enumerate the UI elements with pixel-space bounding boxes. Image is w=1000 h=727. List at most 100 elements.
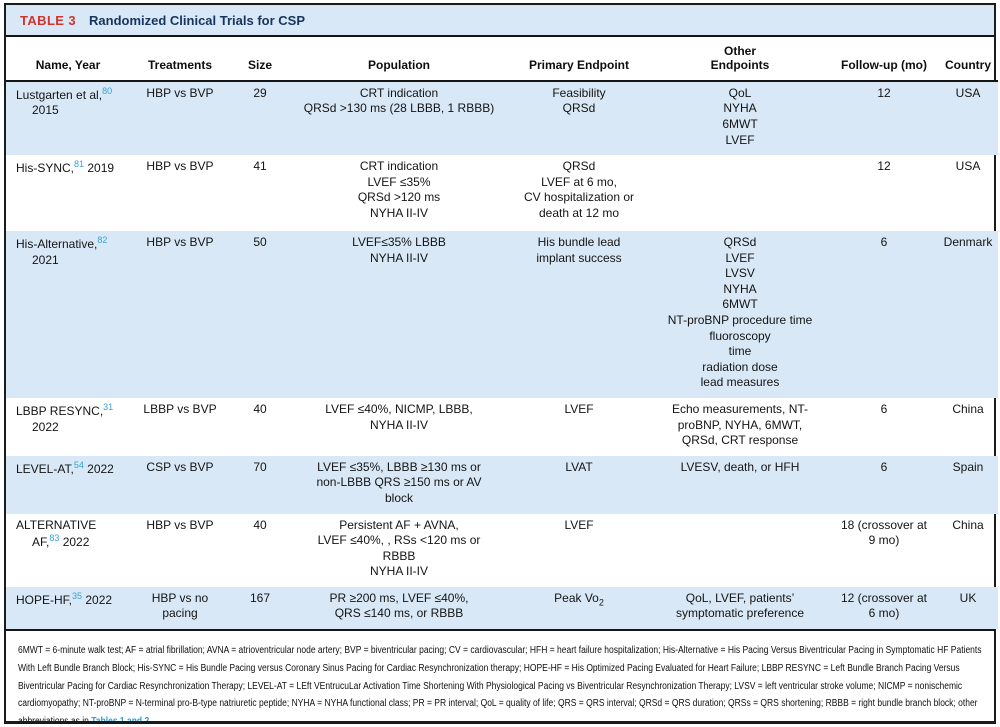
cell-population: LVEF ≤40%, NICMP, LBBB, NYHA II-IV xyxy=(325,401,473,432)
col-header-name-year: Name, Year xyxy=(6,37,130,82)
cell-followup: 6 xyxy=(880,235,888,250)
cell-treatments: HBP vs BVP xyxy=(146,159,214,174)
cell-other-endpoints: QoL, LVEF, patients’ symptomatic prefere… xyxy=(675,590,805,621)
footnote-tables-link[interactable]: Tables 1 and 2 xyxy=(91,716,149,721)
trial-year: 2022 xyxy=(83,461,114,476)
cell-size: 50 xyxy=(253,235,267,250)
cell-population: CRT indication LVEF ≤35% QRSd >120 ms NY… xyxy=(357,159,441,220)
cell-country: China xyxy=(952,517,984,532)
trial-year: 2022 xyxy=(32,419,59,434)
citation-ref-82[interactable]: 82 xyxy=(97,235,108,246)
citation-ref-81[interactable]: 81 xyxy=(74,159,85,170)
trial-name: LEVEL-AT, xyxy=(16,461,74,476)
cell-name-year: Lustgarten et al,80 2015 xyxy=(6,81,130,155)
cell-population: LVEF ≤35%, LBBB ≥130 ms or non-LBBB QRS … xyxy=(316,459,482,505)
cell-country: Denmark xyxy=(943,235,993,250)
cell-primary-endpoint: LVAT xyxy=(508,456,650,514)
cell-primary-endpoint: QRSd LVEF at 6 mo, CV hospitalization or… xyxy=(508,155,650,231)
trial-year: 2022 xyxy=(59,535,90,550)
table-number-label: TABLE 3 xyxy=(20,13,77,28)
trial-name: His-SYNC, xyxy=(16,161,75,176)
cell-treatments: CSP vs BVP xyxy=(146,459,214,474)
col-header-followup: Follow-up (mo) xyxy=(830,37,938,82)
primary-endpoint-text: Peak Vo xyxy=(554,590,599,605)
citation-ref-54[interactable]: 54 xyxy=(73,459,84,470)
trials-table: Name, Year Treatments Size Population Pr… xyxy=(6,37,998,630)
primary-endpoint-text: LVAT xyxy=(565,459,593,474)
cell-treatments: HBP vs BVP xyxy=(146,85,214,100)
primary-endpoint-text: LVEF xyxy=(564,401,594,416)
cell-size: 167 xyxy=(249,590,271,605)
footnote: 6MWT = 6-minute walk test; AF = atrial f… xyxy=(6,629,994,721)
cell-name-year: HOPE-HF,35 2022 xyxy=(6,587,130,629)
citation-ref-80[interactable]: 80 xyxy=(102,85,113,96)
cell-other-endpoints: QoL NYHA 6MWT LVEF xyxy=(722,85,758,147)
cell-country: Spain xyxy=(952,459,984,474)
cell-name-year: ALTERNATIVE AF,83 2022 xyxy=(6,514,130,587)
col-header-country: Country xyxy=(938,37,998,82)
cell-other-endpoints: QRSd LVEF LVSV NYHA 6MWT NT-proBNP proce… xyxy=(667,235,813,390)
cell-other-endpoints xyxy=(650,155,830,231)
cell-size: 40 xyxy=(253,517,267,532)
table-row-lbbp-resync: LBBP RESYNC,31 2022 LBBP vs BVP 40 LVEF … xyxy=(6,398,998,456)
trial-name: His-Alternative, xyxy=(16,237,98,252)
trial-name: Lustgarten et al, xyxy=(16,87,103,102)
cell-followup: 6 xyxy=(880,459,888,474)
cell-population: LVEF≤35% LBBB NYHA II-IV xyxy=(352,235,446,265)
cell-primary-endpoint: Peak Vo2 xyxy=(508,587,650,629)
cell-country: USA xyxy=(955,85,981,100)
table-row-hope-hf: HOPE-HF,35 2022 HBP vs no pacing 167 PR … xyxy=(6,586,998,630)
cell-other-endpoints: Echo measurements, NT- proBNP, NYHA, 6MW… xyxy=(671,401,809,448)
trial-year: 2015 xyxy=(32,103,59,118)
cell-country: China xyxy=(952,401,984,416)
footnote-text-block: 6MWT = 6-minute walk test; AF = atrial f… xyxy=(18,642,982,721)
cell-name-year: LBBP RESYNC,31 2022 xyxy=(6,398,130,456)
cell-population: CRT indication QRSd >130 ms (28 LBBB, 1 … xyxy=(303,85,495,116)
trial-name: HOPE-HF, xyxy=(16,592,73,607)
primary-endpoint-text: QRSd LVEF at 6 mo, CV hospitalization or… xyxy=(523,159,635,220)
cell-primary-endpoint: Feasibility QRSd xyxy=(508,81,650,155)
cell-size: 29 xyxy=(253,85,267,100)
primary-endpoint-text: His bundle lead implant success xyxy=(536,235,622,265)
citation-ref-35[interactable]: 35 xyxy=(72,590,83,601)
cell-followup: 12 (crossover at 6 mo) xyxy=(840,590,928,621)
cell-country: USA xyxy=(955,159,981,174)
table-row-alternative-af: ALTERNATIVE AF,83 2022 HBP vs BVP 40 Per… xyxy=(6,514,998,587)
col-header-size: Size xyxy=(230,37,290,82)
table-row-his-sync: His-SYNC,81 2019 HBP vs BVP 41 CRT indic… xyxy=(6,155,998,231)
cell-treatments: LBBP vs BVP xyxy=(143,401,217,416)
primary-endpoint-subscript: 2 xyxy=(598,597,604,608)
table-row-lustgarten: Lustgarten et al,80 2015 HBP vs BVP 29 C… xyxy=(6,80,998,156)
cell-treatments: HBP vs BVP xyxy=(146,517,214,532)
cell-name-year: LEVEL-AT,54 2022 xyxy=(6,456,130,514)
footnote-text: 6MWT = 6-minute walk test; AF = atrial f… xyxy=(18,645,982,721)
clinical-trials-table: TABLE 3 Randomized Clinical Trials for C… xyxy=(4,3,998,724)
cell-treatments: HBP vs no pacing xyxy=(151,590,209,621)
cell-followup: 12 xyxy=(877,85,891,100)
cell-followup: 6 xyxy=(880,401,888,416)
cell-country: UK xyxy=(959,590,977,605)
cell-treatments: HBP vs BVP xyxy=(146,235,214,250)
cell-other-endpoints xyxy=(650,514,830,587)
cell-size: 41 xyxy=(253,159,267,174)
cell-other-endpoints: LVESV, death, or HFH xyxy=(680,459,800,474)
citation-ref-31[interactable]: 31 xyxy=(103,401,114,412)
col-header-other-endpoints: Other Endpoints xyxy=(650,37,830,82)
primary-endpoint-text: LVEF xyxy=(564,517,594,532)
table-row-his-alternative: His-Alternative,82 2021 HBP vs BVP 50 LV… xyxy=(6,231,998,398)
cell-primary-endpoint: LVEF xyxy=(508,514,650,587)
cell-name-year: His-SYNC,81 2019 xyxy=(6,155,130,231)
footnote-period: . xyxy=(149,716,151,721)
trial-year: 2019 xyxy=(84,161,115,176)
col-header-treatments: Treatments xyxy=(130,37,230,82)
citation-ref-83[interactable]: 83 xyxy=(49,533,60,544)
cell-size: 70 xyxy=(253,459,267,474)
trial-name: LBBP RESYNC, xyxy=(16,403,104,418)
table-row-level-at: LEVEL-AT,54 2022 CSP vs BVP 70 LVEF ≤35%… xyxy=(6,455,998,514)
table-title-bar: TABLE 3 Randomized Clinical Trials for C… xyxy=(6,5,994,37)
trial-year: 2021 xyxy=(32,252,59,267)
cell-followup: 18 (crossover at 9 mo) xyxy=(840,517,928,548)
cell-population: Persistent AF + AVNA, LVEF ≤40%, , RSs <… xyxy=(317,517,481,579)
cell-size: 40 xyxy=(253,401,267,416)
